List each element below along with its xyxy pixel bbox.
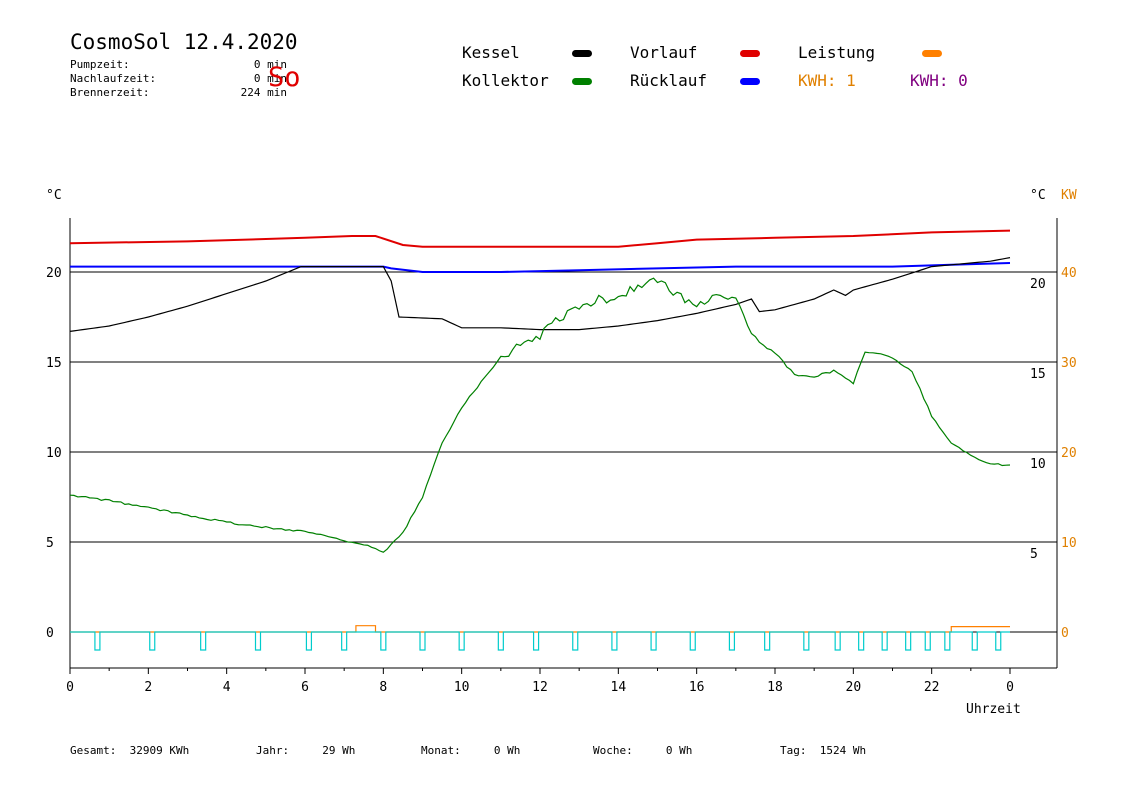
series-vorlauf-line	[69, 229, 1011, 248]
y-right-unit: °C	[1030, 188, 1046, 203]
y-right2-tick-label: 30	[1061, 356, 1077, 371]
x-tick-label: 20	[846, 680, 862, 695]
info-label: Nachlaufzeit:	[70, 72, 157, 85]
legend-kollektor-label: Kollektor	[462, 71, 549, 90]
y-right-tick-label: 15	[1030, 367, 1046, 382]
series-pulse-line	[70, 631, 1010, 651]
y-right2-tick-label: 20	[1061, 446, 1077, 461]
y-right-tick-label: 5	[1030, 547, 1038, 562]
x-tick-label: 18	[767, 680, 783, 695]
info-value: 0 min	[253, 72, 287, 85]
x-tick-label: 14	[611, 680, 627, 695]
legend-kessel-label: Kessel	[462, 43, 520, 62]
info-value: 0 min	[253, 58, 287, 71]
y-left-tick-label: 15	[46, 356, 62, 371]
y-right-tick-label: 10	[1030, 457, 1046, 472]
footer-jahr: Jahr: 29 Wh	[256, 744, 355, 757]
x-tick-label: 4	[223, 680, 231, 695]
info-brennerzeit: Brennerzeit: 224 min	[70, 86, 287, 99]
footer-label: Woche:	[593, 744, 633, 757]
legend-leistung-swatch	[922, 50, 942, 57]
series-leistung-line	[70, 625, 1010, 633]
footer-gesamt: Gesamt: 32909 KWh	[70, 744, 189, 757]
legend-kwh-1: KWH: 1	[798, 71, 856, 90]
footer-value: 0 Wh	[493, 744, 521, 757]
legend-kollektor-swatch	[572, 78, 592, 85]
footer-value: 1524 Wh	[819, 744, 867, 757]
legend-ruecklauf-label: Rücklauf	[630, 71, 708, 90]
x-axis-label: Uhrzeit	[966, 702, 1021, 717]
legend-vorlauf-label: Vorlauf	[630, 43, 698, 62]
y-right-tick-label: 20	[1030, 277, 1046, 292]
x-tick-label: 8	[379, 680, 387, 695]
footer-tag: Tag: 1524 Wh	[780, 744, 866, 757]
x-tick-label: 6	[301, 680, 309, 695]
series-kollektor-line	[69, 277, 1011, 553]
info-value: 224 min	[240, 86, 287, 99]
footer-monat: Monat: 0 Wh	[421, 744, 520, 757]
y-left-unit: °C	[46, 188, 62, 203]
legend-vorlauf-swatch	[740, 50, 760, 57]
footer-label: Gesamt:	[70, 744, 117, 757]
footer-value: 0 Wh	[665, 744, 693, 757]
info-label: Brennerzeit:	[70, 86, 150, 99]
legend-leistung-label: Leistung	[798, 43, 876, 62]
series-kessel-line	[69, 257, 1011, 332]
footer-value: 29 Wh	[322, 744, 356, 757]
info-label: Pumpzeit:	[70, 58, 130, 71]
info-pumpzeit: Pumpzeit: 0 min	[70, 58, 287, 71]
x-tick-label: 16	[689, 680, 705, 695]
y-right2-tick-label: 40	[1061, 266, 1077, 281]
x-tick-label: 10	[454, 680, 470, 695]
footer-label: Monat:	[421, 744, 461, 757]
x-tick-label: 12	[532, 680, 548, 695]
footer-value: 32909 KWh	[129, 744, 190, 757]
y-left-tick-label: 10	[46, 446, 62, 461]
info-nachlaufzeit: Nachlaufzeit: 0 min	[70, 72, 287, 85]
y-right2-unit: KW	[1061, 188, 1077, 203]
footer-woche: Woche: 0 Wh	[593, 744, 692, 757]
footer-label: Tag:	[780, 744, 807, 757]
legend-ruecklauf-swatch	[740, 78, 760, 85]
x-tick-label: 22	[924, 680, 940, 695]
x-tick-label: 0	[66, 680, 74, 695]
chart-title: CosmoSol 12.4.2020	[70, 30, 298, 54]
x-tick-label: 0	[1006, 680, 1014, 695]
y-left-tick-label: 20	[46, 266, 62, 281]
y-left-tick-label: 0	[46, 626, 54, 641]
x-tick-label: 2	[144, 680, 152, 695]
footer-label: Jahr:	[256, 744, 290, 757]
y-right2-tick-label: 10	[1061, 536, 1077, 551]
legend-kessel-swatch	[572, 50, 592, 57]
weekday-label: So	[268, 62, 301, 93]
y-left-tick-label: 5	[46, 536, 54, 551]
legend-kwh-2: KWH: 0	[910, 71, 968, 90]
y-right2-tick-label: 0	[1061, 626, 1069, 641]
series-ruecklauf-line	[70, 262, 1011, 273]
